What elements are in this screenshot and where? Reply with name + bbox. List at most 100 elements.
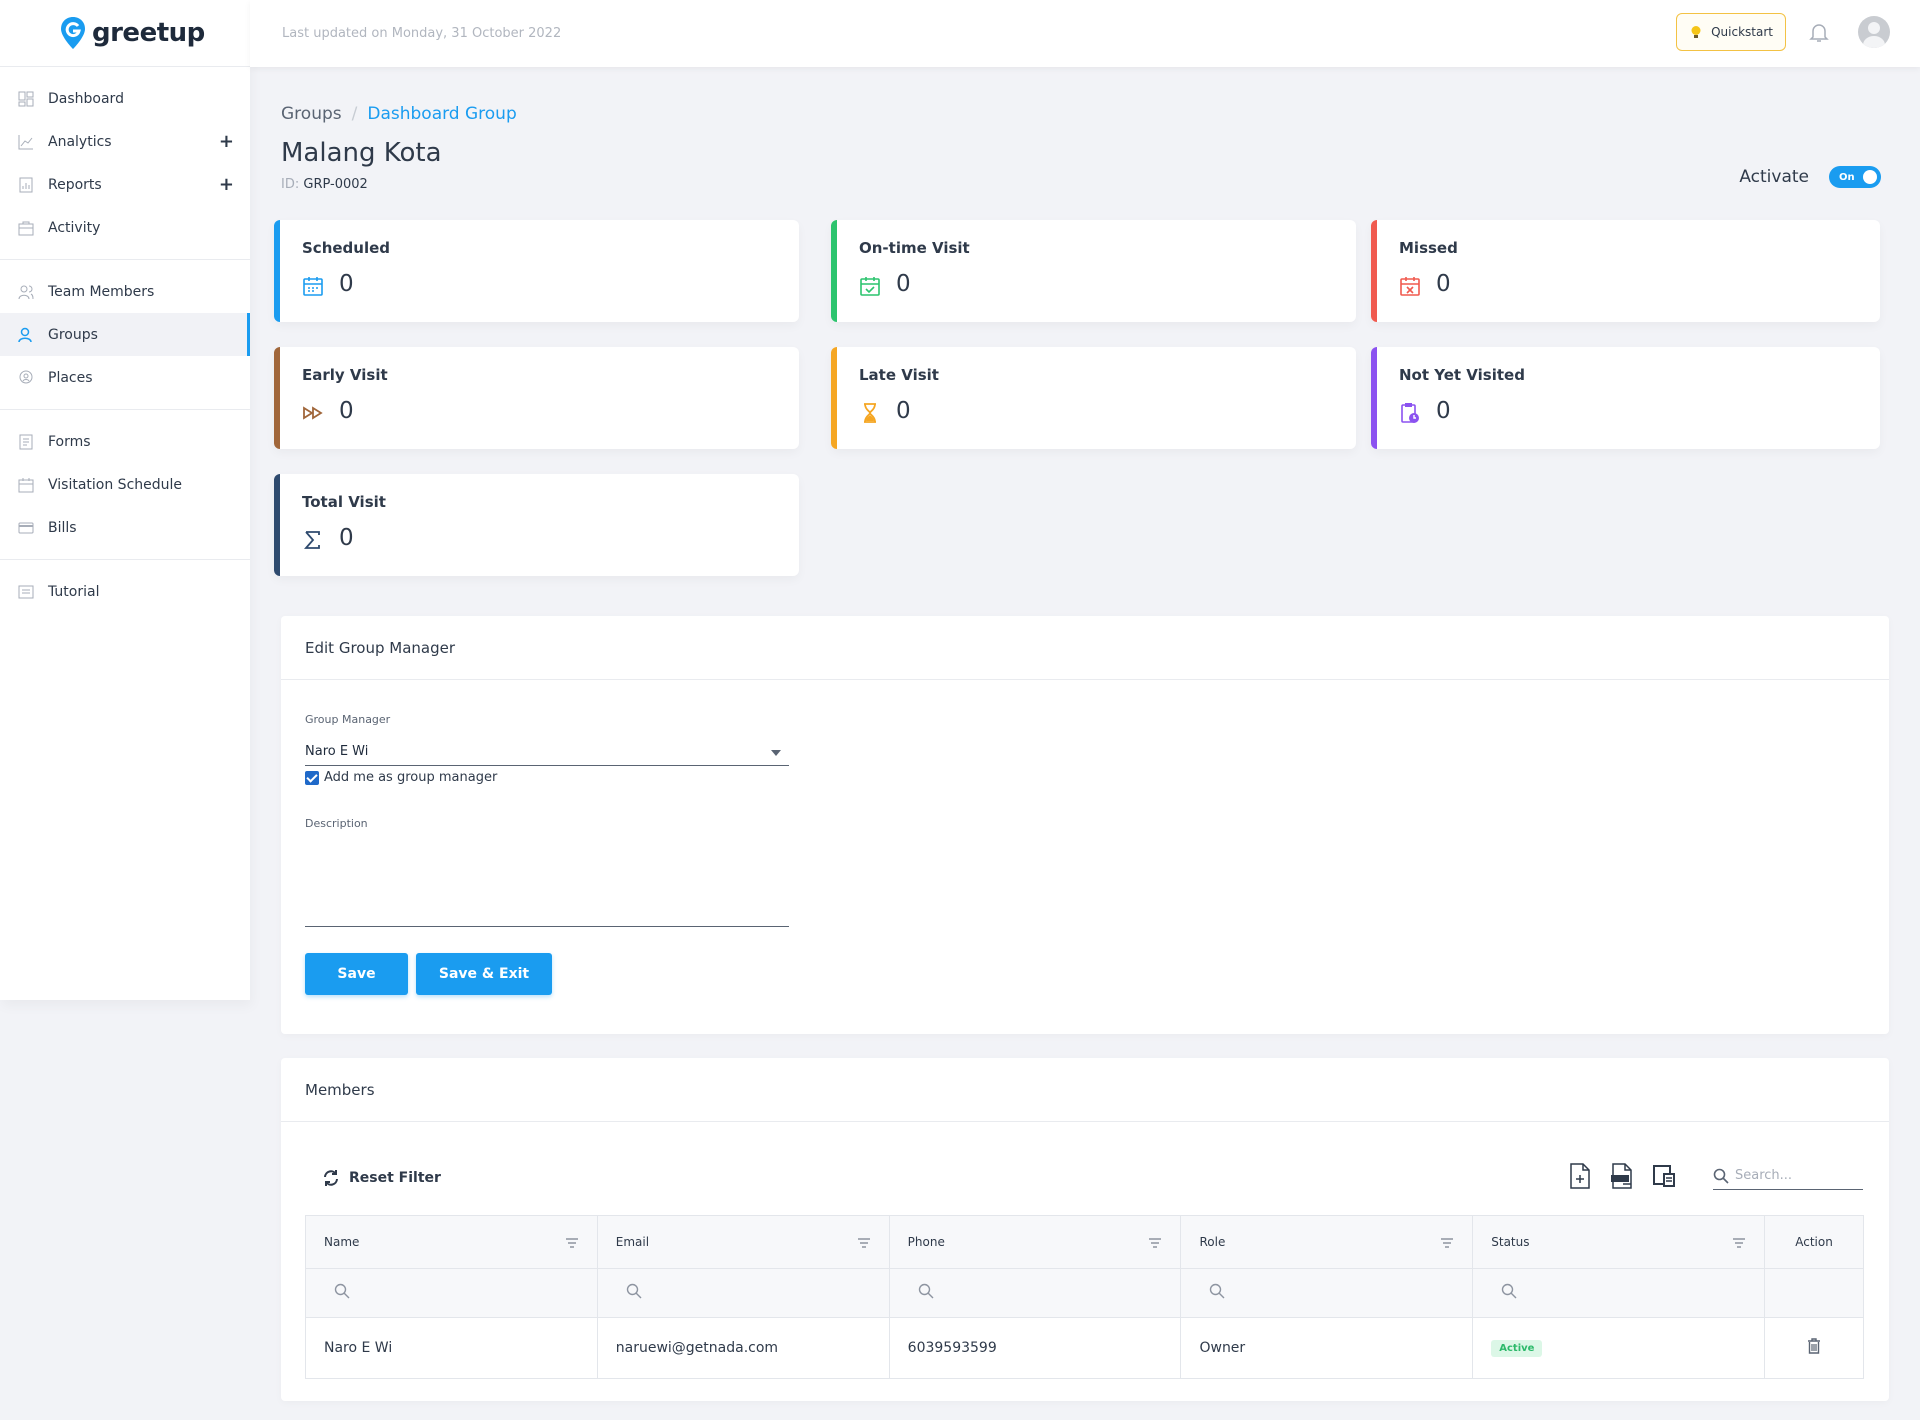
hourglass-icon bbox=[864, 403, 876, 423]
name-filter-cell[interactable] bbox=[305, 1268, 598, 1318]
stat-card-not-yet-visited: Not Yet Visited 0 bbox=[1371, 347, 1880, 449]
activate-toggle[interactable]: On bbox=[1829, 166, 1881, 188]
expand-plus-icon[interactable]: + bbox=[218, 131, 234, 152]
search-placeholder: Search... bbox=[1735, 1168, 1793, 1183]
group-id-value: GRP-0002 bbox=[303, 177, 368, 192]
trash-icon[interactable] bbox=[1807, 1338, 1821, 1354]
sidebar-item-dashboard[interactable]: Dashboard bbox=[0, 77, 250, 120]
stat-card-accent bbox=[274, 474, 280, 576]
column-header-action: Action bbox=[1764, 1215, 1864, 1269]
column-header-name[interactable]: Name bbox=[305, 1215, 598, 1269]
sidebar-item-groups[interactable]: Groups bbox=[0, 313, 250, 356]
status-filter-cell[interactable] bbox=[1472, 1268, 1766, 1318]
group-id-label: ID: bbox=[281, 177, 300, 192]
group-manager-label: Group Manager bbox=[305, 713, 391, 726]
breadcrumb-current[interactable]: Dashboard Group bbox=[367, 104, 517, 124]
places-icon bbox=[18, 370, 34, 386]
search-icon bbox=[626, 1283, 642, 1299]
group-manager-value: Naro E Wi bbox=[305, 744, 369, 759]
column-header-role[interactable]: Role bbox=[1180, 1215, 1474, 1269]
lightbulb-icon bbox=[1691, 26, 1701, 38]
cell-phone: 6039593599 bbox=[888, 1317, 1182, 1379]
column-header-status[interactable]: Status bbox=[1472, 1215, 1766, 1269]
topbar-actions: Quickstart bbox=[1676, 13, 1890, 51]
cell-role: Owner bbox=[1180, 1317, 1474, 1379]
quickstart-button[interactable]: Quickstart bbox=[1676, 13, 1786, 51]
stat-card-total-visit: Total Visit 0 bbox=[274, 474, 799, 576]
page-title: Malang Kota bbox=[281, 138, 442, 168]
save-button[interactable]: Save bbox=[305, 953, 408, 995]
filter-icon[interactable] bbox=[565, 1237, 579, 1249]
group-manager-select[interactable]: Naro E Wi bbox=[305, 740, 789, 766]
search-input[interactable]: Search... bbox=[1713, 1162, 1863, 1190]
add-file-icon[interactable] bbox=[1567, 1162, 1593, 1190]
filter-row bbox=[305, 1268, 1864, 1318]
stat-value: 0 bbox=[1436, 398, 1451, 424]
table-header-row: Name Email Phone Role Status Action bbox=[305, 1215, 1864, 1269]
brand-logo[interactable]: greetup bbox=[0, 0, 250, 67]
chevron-down-icon bbox=[771, 750, 781, 756]
avatar[interactable] bbox=[1858, 16, 1890, 48]
breadcrumb-parent[interactable]: Groups bbox=[281, 104, 342, 124]
filter-icon[interactable] bbox=[1148, 1237, 1162, 1249]
fast-forward-icon bbox=[303, 406, 323, 420]
stat-title: Early Visit bbox=[302, 366, 388, 384]
search-icon bbox=[918, 1283, 934, 1299]
stat-value: 0 bbox=[339, 271, 354, 297]
role-filter-cell[interactable] bbox=[1180, 1268, 1474, 1318]
cell-status: Active bbox=[1472, 1317, 1766, 1379]
sidebar-item-reports[interactable]: Reports + bbox=[0, 163, 250, 206]
filter-icon[interactable] bbox=[1732, 1237, 1746, 1249]
email-filter-cell[interactable] bbox=[596, 1268, 890, 1318]
column-header-phone[interactable]: Phone bbox=[888, 1215, 1182, 1269]
calendar-check-icon bbox=[860, 277, 880, 296]
stat-card-on-time-visit: On-time Visit 0 bbox=[831, 220, 1356, 322]
last-updated-text: Last updated on Monday, 31 October 2022 bbox=[282, 26, 562, 41]
group-id: ID: GRP-0002 bbox=[281, 177, 368, 192]
csv-export-icon[interactable] bbox=[1609, 1162, 1635, 1190]
add-me-checkbox-row[interactable]: Add me as group manager bbox=[305, 770, 497, 785]
sidebar-item-label: Places bbox=[48, 369, 93, 386]
bell-icon[interactable] bbox=[1808, 21, 1830, 43]
sidebar-item-label: Analytics bbox=[48, 133, 112, 150]
sidebar-item-visitation-schedule[interactable]: Visitation Schedule bbox=[0, 463, 250, 506]
sidebar-item-analytics[interactable]: Analytics + bbox=[0, 120, 250, 163]
tutorial-icon bbox=[18, 584, 34, 600]
search-icon bbox=[334, 1283, 350, 1299]
brand-name: greetup bbox=[92, 18, 205, 48]
activate-control: Activate On bbox=[1739, 166, 1881, 188]
stat-title: Late Visit bbox=[859, 366, 939, 384]
search-icon bbox=[1210, 1283, 1225, 1299]
greetup-logo-icon bbox=[61, 17, 85, 49]
clipboard-clock-icon bbox=[1401, 403, 1419, 423]
forms-icon bbox=[18, 434, 34, 450]
stat-title: Scheduled bbox=[302, 239, 391, 257]
add-me-checkbox[interactable] bbox=[305, 770, 319, 785]
sidebar-item-activity[interactable]: Activity bbox=[0, 206, 250, 249]
sidebar-item-label: Team Members bbox=[48, 283, 155, 300]
sidebar-item-bills[interactable]: Bills bbox=[0, 506, 250, 549]
stat-card-accent bbox=[831, 347, 837, 449]
sidebar-item-label: Activity bbox=[48, 219, 101, 236]
column-header-email[interactable]: Email bbox=[596, 1215, 890, 1269]
filter-icon[interactable] bbox=[1440, 1237, 1454, 1249]
stat-value: 0 bbox=[1436, 271, 1451, 297]
activate-label: Activate bbox=[1739, 167, 1809, 187]
filter-icon[interactable] bbox=[857, 1237, 871, 1249]
expand-plus-icon[interactable]: + bbox=[218, 174, 234, 195]
stat-card-scheduled: Scheduled 0 bbox=[274, 220, 799, 322]
phone-filter-cell[interactable] bbox=[888, 1268, 1182, 1318]
stat-value: 0 bbox=[896, 271, 911, 297]
stat-card-late-visit: Late Visit 0 bbox=[831, 347, 1356, 449]
sidebar-item-forms[interactable]: Forms bbox=[0, 420, 250, 463]
sidebar-item-places[interactable]: Places bbox=[0, 356, 250, 399]
column-settings-icon[interactable] bbox=[1651, 1162, 1677, 1190]
reset-filter-button[interactable]: Reset Filter bbox=[321, 1168, 441, 1188]
sidebar-item-team-members[interactable]: Team Members bbox=[0, 270, 250, 313]
sidebar-item-tutorial[interactable]: Tutorial bbox=[0, 570, 250, 613]
action-filter-cell bbox=[1764, 1268, 1864, 1318]
save-exit-button[interactable]: Save & Exit bbox=[416, 953, 552, 995]
stat-value: 0 bbox=[339, 398, 354, 424]
description-textarea[interactable] bbox=[305, 867, 789, 927]
team-members-icon bbox=[18, 284, 34, 300]
